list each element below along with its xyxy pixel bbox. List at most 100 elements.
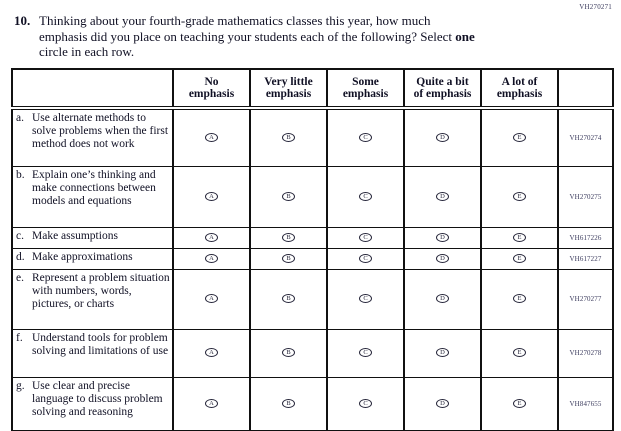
answer-oval-quite-a-bit-of-emphasis[interactable]: D: [436, 294, 449, 303]
answer-oval-quite-a-bit-of-emphasis[interactable]: D: [436, 253, 449, 263]
cell-quite-a-bit-of-emphasis: D: [403, 247, 482, 270]
cell-no-emphasis: A: [172, 165, 251, 228]
form-code: VH270271: [579, 3, 612, 11]
question-line-3: circle in each row.: [39, 44, 135, 59]
answer-oval-very-little-emphasis[interactable]: B: [282, 348, 295, 357]
answer-oval-some-emphasis[interactable]: C: [359, 191, 372, 201]
row-letter: f.: [16, 331, 23, 344]
answer-oval-a-lot-of-emphasis[interactable]: E: [513, 132, 526, 142]
cell-some-emphasis: C: [326, 268, 405, 330]
answer-oval-some-emphasis[interactable]: C: [359, 132, 372, 142]
cell-very-little-emphasis: B: [249, 165, 328, 228]
row-label-text: Represent a problem situation with numbe…: [32, 271, 170, 310]
cell-quite-a-bit-of-emphasis: D: [403, 107, 482, 167]
cell-a-lot-of-emphasis: E: [480, 328, 559, 378]
answer-oval-some-emphasis[interactable]: C: [359, 294, 372, 303]
row-letter: g.: [16, 379, 25, 392]
answer-oval-very-little-emphasis[interactable]: B: [282, 253, 295, 263]
question-line-1: Thinking about your fourth-grade mathema…: [39, 13, 431, 28]
row-label: g. Use clear and precise language to disc…: [11, 376, 174, 431]
answer-oval-quite-a-bit-of-emphasis[interactable]: D: [436, 132, 449, 142]
header-row: No emphasis Very little emphasis Some empha…: [11, 68, 614, 110]
answer-oval-some-emphasis[interactable]: C: [359, 398, 372, 408]
row-label-text: Make approximations: [32, 250, 133, 263]
table-row-c: c. Make assumptions A B C D E VH617226: [11, 226, 614, 249]
cell-a-lot-of-emphasis: E: [480, 226, 559, 249]
answer-oval-quite-a-bit-of-emphasis[interactable]: D: [436, 348, 449, 357]
answer-oval-no-emphasis[interactable]: A: [205, 132, 218, 142]
table-row-b: b. Explain one’s thinking and make connec…: [11, 165, 614, 228]
answer-oval-very-little-emphasis[interactable]: B: [282, 398, 295, 408]
row-label: f. Understand tools for problem solving a…: [11, 328, 174, 378]
answer-oval-no-emphasis[interactable]: A: [205, 348, 218, 357]
cell-some-emphasis: C: [326, 247, 405, 270]
cell-some-emphasis: C: [326, 328, 405, 378]
cell-a-lot-of-emphasis: E: [480, 165, 559, 228]
cell-a-lot-of-emphasis: E: [480, 247, 559, 270]
col-header-line: A lot of: [501, 75, 538, 88]
cell-a-lot-of-emphasis: E: [480, 107, 559, 167]
row-code: VH270278: [557, 328, 614, 378]
answer-oval-very-little-emphasis[interactable]: B: [282, 191, 295, 201]
cell-some-emphasis: C: [326, 107, 405, 167]
answer-oval-no-emphasis[interactable]: A: [205, 294, 218, 303]
answer-oval-very-little-emphasis[interactable]: B: [282, 294, 295, 303]
emphasis-matrix-table: No emphasis Very little emphasis Some empha…: [11, 68, 614, 431]
col-header-no-emphasis: No emphasis: [172, 68, 251, 110]
table-row-g: g. Use clear and precise language to disc…: [11, 376, 614, 431]
cell-no-emphasis: A: [172, 376, 251, 431]
cell-very-little-emphasis: B: [249, 247, 328, 270]
cell-very-little-emphasis: B: [249, 328, 328, 378]
row-label: b. Explain one’s thinking and make connec…: [11, 165, 174, 228]
row-letter: e.: [16, 271, 24, 284]
row-code: VH617226: [557, 226, 614, 249]
cell-very-little-emphasis: B: [249, 376, 328, 431]
answer-oval-a-lot-of-emphasis[interactable]: E: [513, 191, 526, 201]
answer-oval-quite-a-bit-of-emphasis[interactable]: D: [436, 232, 449, 242]
answer-oval-a-lot-of-emphasis[interactable]: E: [513, 232, 526, 242]
col-header-line: Quite a bit: [416, 75, 469, 88]
answer-oval-very-little-emphasis[interactable]: B: [282, 132, 295, 142]
question-line-2: emphasis did you place on teaching your …: [39, 29, 475, 45]
table-row-d: d. Make approximations A B C D E VH617227: [11, 247, 614, 270]
cell-no-emphasis: A: [172, 268, 251, 330]
cell-quite-a-bit-of-emphasis: D: [403, 268, 482, 330]
answer-oval-no-emphasis[interactable]: A: [205, 191, 218, 201]
answer-oval-no-emphasis[interactable]: A: [205, 232, 218, 242]
row-letter: b.: [16, 168, 25, 181]
answer-oval-a-lot-of-emphasis[interactable]: E: [513, 348, 526, 357]
row-label-text: Make assumptions: [32, 229, 118, 242]
answer-oval-a-lot-of-emphasis[interactable]: E: [513, 294, 526, 303]
col-header-line: Some: [352, 75, 379, 88]
answer-oval-some-emphasis[interactable]: C: [359, 232, 372, 242]
answer-oval-quite-a-bit-of-emphasis[interactable]: D: [436, 191, 449, 201]
row-code: VH847655: [557, 376, 614, 431]
cell-some-emphasis: C: [326, 226, 405, 249]
answer-oval-a-lot-of-emphasis[interactable]: E: [513, 253, 526, 263]
answer-oval-no-emphasis[interactable]: A: [205, 253, 218, 263]
col-header-very-little-emphasis: Very little emphasis: [249, 68, 328, 110]
col-header-line: No: [204, 75, 219, 88]
cell-quite-a-bit-of-emphasis: D: [403, 226, 482, 249]
row-code: VH270275: [557, 165, 614, 228]
cell-quite-a-bit-of-emphasis: D: [403, 328, 482, 378]
answer-oval-quite-a-bit-of-emphasis[interactable]: D: [436, 398, 449, 408]
answer-oval-a-lot-of-emphasis[interactable]: E: [513, 398, 526, 408]
answer-oval-very-little-emphasis[interactable]: B: [282, 232, 295, 242]
row-label: c. Make assumptions: [11, 226, 174, 249]
col-header-line: of emphasis: [413, 88, 472, 100]
col-header-a-lot-of-emphasis: A lot of emphasis: [480, 68, 559, 110]
cell-no-emphasis: A: [172, 247, 251, 270]
table-row-e: e. Represent a problem situation with num…: [11, 268, 614, 330]
row-code: VH617227: [557, 247, 614, 270]
answer-oval-no-emphasis[interactable]: A: [205, 398, 218, 408]
cell-quite-a-bit-of-emphasis: D: [403, 376, 482, 431]
cell-some-emphasis: C: [326, 376, 405, 431]
answer-oval-some-emphasis[interactable]: C: [359, 253, 372, 263]
row-code: VH270277: [557, 268, 614, 330]
answer-oval-some-emphasis[interactable]: C: [359, 348, 372, 357]
cell-a-lot-of-emphasis: E: [480, 376, 559, 431]
row-label-text: Use clear and precise language to discus…: [32, 379, 163, 418]
col-header-line: emphasis: [496, 88, 543, 100]
row-label: a. Use alternate methods to solve problem…: [11, 107, 174, 167]
